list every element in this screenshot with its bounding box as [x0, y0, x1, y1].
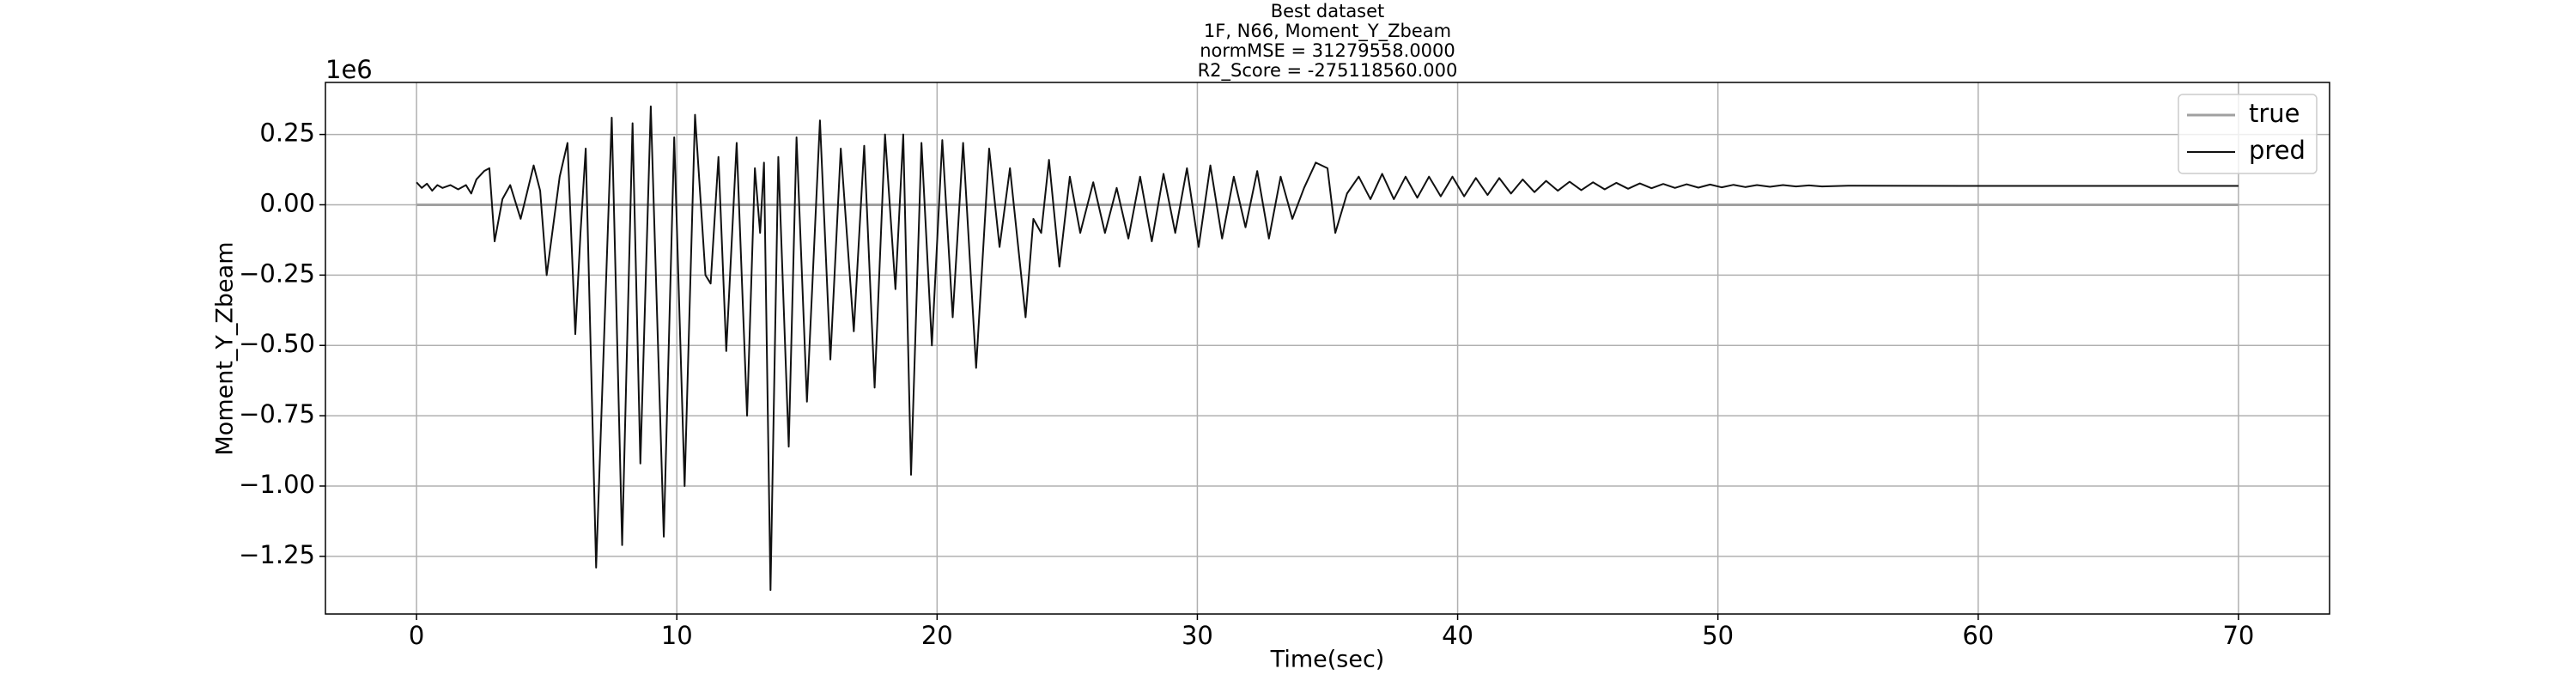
- y-tick-label: 0.25: [259, 119, 315, 148]
- chart-title: 1F, N66, Moment_Y_Zbeam: [1204, 21, 1451, 42]
- x-tick-label: 0: [409, 621, 424, 650]
- y-tick-label: −1.25: [239, 540, 315, 569]
- x-tick-label: 30: [1182, 621, 1213, 650]
- legend-label: pred: [2249, 136, 2306, 165]
- series-line: [416, 105, 2239, 592]
- x-tick-label: 10: [661, 621, 693, 650]
- y-tick-label: 0.00: [259, 188, 315, 217]
- chart-title: R2_Score = -275118560.000: [1198, 60, 1458, 82]
- y-tick-label: −0.25: [239, 258, 315, 288]
- x-tick-label: 40: [1442, 621, 1473, 650]
- x-tick-label: 50: [1702, 621, 1734, 650]
- x-tick-label: 60: [1962, 621, 1994, 650]
- y-tick-label: −0.75: [239, 399, 315, 429]
- x-tick-label: 20: [921, 621, 953, 650]
- chart-title: normMSE = 31279558.0000: [1200, 40, 1455, 61]
- y-tick-label: −0.50: [239, 329, 315, 358]
- legend-label: true: [2249, 99, 2300, 128]
- y-axis-label: Moment_Y_Zbeam: [212, 241, 239, 455]
- x-axis-label: Time(sec): [1270, 647, 1385, 673]
- x-tick-label: 70: [2222, 621, 2254, 650]
- y-tick-label: −1.00: [239, 470, 315, 499]
- plot-frame: [325, 82, 2330, 615]
- y-offset-label: 1e6: [325, 55, 373, 84]
- chart-title: Best dataset: [1271, 1, 1385, 21]
